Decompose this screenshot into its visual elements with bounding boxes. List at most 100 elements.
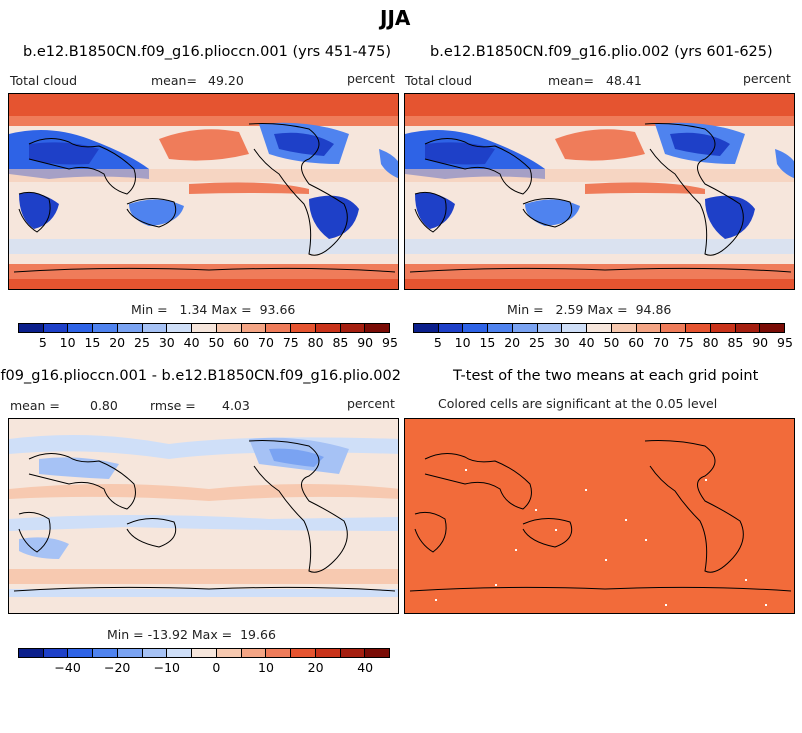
panel3-colorbar-ticks: −40 −20 −10 0 10 20 40 bbox=[18, 660, 390, 676]
page-title: JJA bbox=[380, 6, 411, 30]
panel4-subtitle: Colored cells are significant at the 0.0… bbox=[438, 396, 718, 411]
colorbar-swatch bbox=[537, 324, 563, 332]
panel2-mean-value: 48.41 bbox=[606, 73, 642, 88]
colorbar-swatch bbox=[43, 324, 69, 332]
colorbar-swatch bbox=[760, 324, 785, 332]
colorbar-tick-label: 15 bbox=[84, 335, 101, 350]
panel2-minmax: Min = 2.59 Max = 94.86 bbox=[507, 302, 672, 317]
colorbar-swatch bbox=[93, 649, 118, 657]
colorbar-swatch bbox=[735, 324, 761, 332]
colorbar-tick-label: 60 bbox=[233, 335, 250, 350]
panel3-rmse-label: rmse = bbox=[150, 398, 196, 413]
colorbar-tick-label: 10 bbox=[59, 335, 76, 350]
panel3-mean-value: 0.80 bbox=[90, 398, 118, 413]
panel3-colorbar bbox=[18, 648, 390, 658]
colorbar-swatch bbox=[266, 324, 292, 332]
colorbar-tick-label: −20 bbox=[103, 660, 131, 675]
colorbar-swatch bbox=[365, 324, 390, 332]
panel2-variable-label: Total cloud bbox=[405, 73, 473, 88]
panel3-minmax: Min = -13.92 Max = 19.66 bbox=[107, 627, 276, 642]
panel3-title: b.e12.B1850CN.f09_g16.plioccn.001 - b.e1… bbox=[0, 368, 401, 384]
colorbar-tick-label: 5 bbox=[433, 335, 442, 350]
colorbar-tick-label: 80 bbox=[702, 335, 719, 350]
colorbar-swatch bbox=[266, 649, 292, 657]
colorbar-swatch bbox=[167, 649, 193, 657]
panel1-units: percent bbox=[347, 71, 395, 86]
panel3-units: percent bbox=[347, 396, 395, 411]
panel1-variable-label: Total cloud bbox=[10, 73, 78, 88]
panel3-mean-label: mean = bbox=[10, 398, 60, 413]
panel2-colorbar bbox=[413, 323, 785, 333]
colorbar-tick-label: 70 bbox=[653, 335, 669, 350]
panel1-colorbar bbox=[18, 323, 390, 333]
panel3-rmse-value: 4.03 bbox=[222, 398, 250, 413]
colorbar-swatch bbox=[241, 324, 267, 332]
panel4-title: T-test of the two means at each grid poi… bbox=[453, 368, 759, 384]
panel4-map-svg bbox=[405, 419, 794, 613]
panel1-mean-label: mean= bbox=[151, 73, 197, 88]
colorbar-tick-label: 70 bbox=[258, 335, 274, 350]
colorbar-tick-label: 20 bbox=[504, 335, 521, 350]
colorbar-swatch bbox=[611, 324, 637, 332]
colorbar-tick-label: 0 bbox=[212, 660, 221, 675]
colorbar-tick-label: 80 bbox=[307, 335, 324, 350]
panel1-mean-value: 49.20 bbox=[208, 73, 244, 88]
panel2-units: percent bbox=[743, 71, 791, 86]
colorbar-tick-label: −10 bbox=[153, 660, 180, 675]
colorbar-tick-label: −40 bbox=[54, 660, 81, 675]
panel2-map-svg bbox=[405, 94, 794, 289]
colorbar-tick-label: 85 bbox=[727, 335, 744, 350]
colorbar-tick-label: 50 bbox=[603, 335, 620, 350]
colorbar-swatch bbox=[340, 324, 366, 332]
colorbar-tick-label: 95 bbox=[382, 335, 398, 350]
colorbar-tick-label: 25 bbox=[134, 335, 150, 350]
panel1-minmax: Min = 1.34 Max = 93.66 bbox=[131, 302, 296, 317]
colorbar-tick-label: 50 bbox=[208, 335, 225, 350]
colorbar-swatch bbox=[463, 324, 489, 332]
colorbar-swatch bbox=[438, 324, 464, 332]
colorbar-swatch bbox=[43, 649, 69, 657]
panel2-cloud-map bbox=[404, 93, 795, 290]
colorbar-swatch bbox=[315, 324, 341, 332]
colorbar-swatch bbox=[117, 324, 143, 332]
colorbar-swatch bbox=[192, 649, 217, 657]
colorbar-swatch bbox=[291, 649, 316, 657]
panel3-title-clip: b.e12.B1850CN.f09_g16.plioccn.001 - b.e1… bbox=[0, 368, 401, 390]
colorbar-swatch bbox=[68, 649, 94, 657]
colorbar-tick-label: 15 bbox=[479, 335, 496, 350]
colorbar-tick-label: 5 bbox=[38, 335, 47, 350]
colorbar-swatch bbox=[167, 324, 193, 332]
colorbar-swatch bbox=[68, 324, 94, 332]
colorbar-tick-label: 40 bbox=[357, 660, 374, 675]
panel1-cloud-map bbox=[8, 93, 399, 290]
colorbar-swatch bbox=[117, 649, 143, 657]
colorbar-tick-label: 30 bbox=[158, 335, 175, 350]
colorbar-swatch bbox=[414, 324, 439, 332]
panel3-difference-map bbox=[8, 418, 399, 614]
colorbar-swatch bbox=[512, 324, 538, 332]
colorbar-tick-label: 25 bbox=[529, 335, 545, 350]
panel2-mean-label: mean= bbox=[548, 73, 594, 88]
colorbar-tick-label: 90 bbox=[357, 335, 374, 350]
colorbar-swatch bbox=[19, 649, 44, 657]
colorbar-swatch bbox=[488, 324, 513, 332]
colorbar-swatch bbox=[142, 324, 168, 332]
colorbar-swatch bbox=[192, 324, 217, 332]
colorbar-swatch bbox=[216, 324, 242, 332]
panel1-map-svg bbox=[9, 94, 398, 289]
colorbar-tick-label: 40 bbox=[183, 335, 200, 350]
colorbar-tick-label: 75 bbox=[677, 335, 694, 350]
colorbar-tick-label: 75 bbox=[282, 335, 299, 350]
colorbar-tick-label: 20 bbox=[109, 335, 126, 350]
colorbar-swatch bbox=[216, 649, 242, 657]
panel1-title: b.e12.B1850CN.f09_g16.plioccn.001 (yrs 4… bbox=[23, 44, 392, 60]
colorbar-swatch bbox=[291, 324, 316, 332]
colorbar-swatch bbox=[661, 324, 687, 332]
colorbar-tick-label: 30 bbox=[553, 335, 570, 350]
colorbar-tick-label: 85 bbox=[332, 335, 349, 350]
colorbar-swatch bbox=[636, 324, 662, 332]
colorbar-swatch bbox=[365, 649, 390, 657]
colorbar-tick-label: 90 bbox=[752, 335, 769, 350]
panel3-map-svg bbox=[9, 419, 398, 613]
colorbar-swatch bbox=[241, 649, 267, 657]
